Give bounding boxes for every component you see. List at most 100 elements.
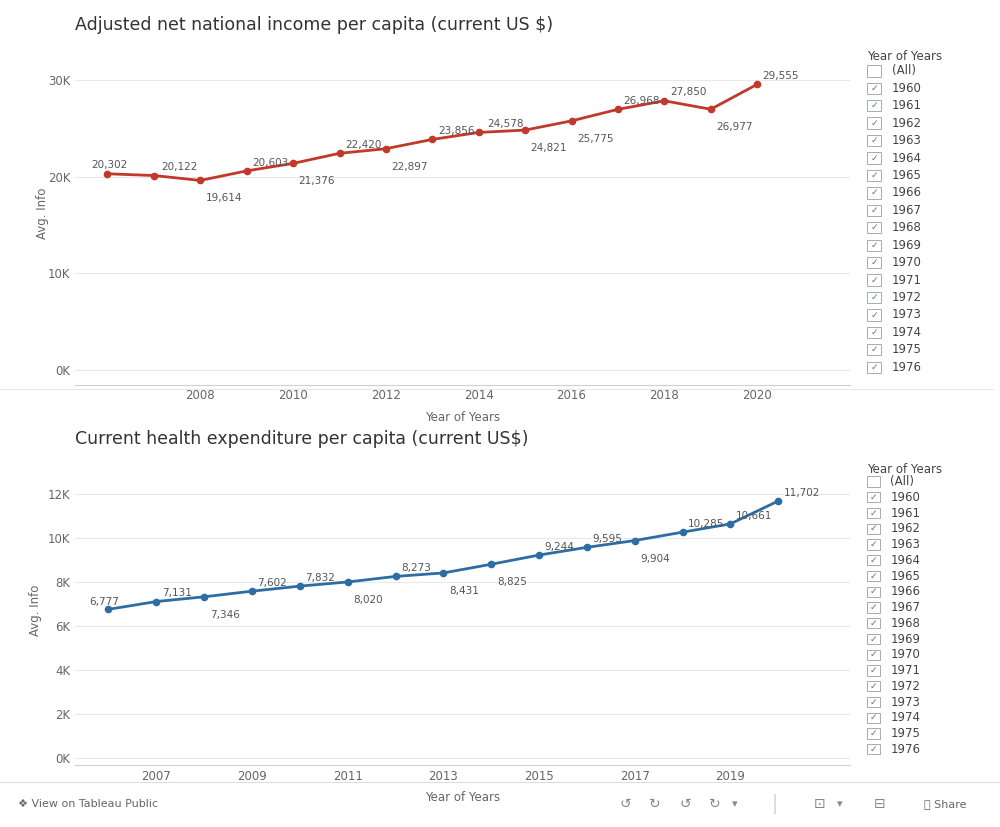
FancyBboxPatch shape: [867, 650, 880, 660]
Text: 1974: 1974: [890, 711, 920, 724]
Text: 24,578: 24,578: [487, 119, 524, 129]
Text: ✓: ✓: [870, 258, 878, 267]
Text: 1975: 1975: [890, 727, 920, 740]
FancyBboxPatch shape: [867, 618, 880, 629]
Text: ✓: ✓: [870, 650, 877, 659]
Text: 1973: 1973: [892, 308, 921, 322]
Text: 26,968: 26,968: [624, 96, 660, 106]
FancyBboxPatch shape: [867, 100, 881, 112]
FancyBboxPatch shape: [867, 152, 881, 164]
Text: ✓: ✓: [870, 346, 878, 354]
Text: 9,904: 9,904: [640, 553, 670, 563]
FancyBboxPatch shape: [867, 492, 880, 502]
Text: 22,420: 22,420: [345, 140, 381, 150]
FancyBboxPatch shape: [867, 135, 881, 146]
FancyBboxPatch shape: [867, 666, 880, 676]
Text: 23,856: 23,856: [438, 126, 474, 136]
Text: 8,825: 8,825: [497, 577, 527, 587]
FancyBboxPatch shape: [867, 344, 881, 356]
FancyBboxPatch shape: [867, 222, 881, 233]
Text: ▾: ▾: [732, 799, 738, 810]
Text: ✓: ✓: [870, 171, 878, 180]
Y-axis label: Avg. Info: Avg. Info: [36, 187, 49, 239]
Text: ⊟: ⊟: [874, 797, 886, 811]
Text: ✓: ✓: [870, 587, 877, 596]
FancyBboxPatch shape: [867, 240, 881, 251]
Text: 1975: 1975: [892, 343, 921, 356]
Text: 27,850: 27,850: [670, 88, 706, 98]
Text: 1976: 1976: [890, 743, 920, 756]
Text: 25,775: 25,775: [577, 134, 614, 144]
Text: 1962: 1962: [890, 523, 920, 535]
Text: 1966: 1966: [890, 586, 920, 598]
Text: 8,020: 8,020: [353, 595, 383, 605]
Text: 1965: 1965: [890, 570, 920, 582]
Text: ↺: ↺: [619, 797, 631, 811]
FancyBboxPatch shape: [867, 744, 880, 754]
Text: 10,285: 10,285: [688, 519, 724, 528]
FancyBboxPatch shape: [867, 327, 881, 338]
Text: 1968: 1968: [890, 617, 920, 630]
FancyBboxPatch shape: [867, 292, 881, 304]
Text: 26,977: 26,977: [716, 122, 753, 132]
Text: ✓: ✓: [870, 697, 877, 706]
Text: 1960: 1960: [890, 490, 920, 504]
Text: ✓: ✓: [870, 84, 878, 93]
Text: 1962: 1962: [892, 117, 922, 130]
Text: ✓: ✓: [870, 327, 878, 337]
Text: ✓: ✓: [870, 493, 877, 502]
Text: 29,555: 29,555: [763, 71, 799, 81]
Text: ✓: ✓: [870, 293, 878, 302]
FancyBboxPatch shape: [867, 539, 880, 550]
FancyBboxPatch shape: [867, 65, 881, 77]
Text: ↻: ↻: [649, 797, 661, 811]
FancyBboxPatch shape: [867, 275, 881, 285]
Text: ✓: ✓: [870, 556, 877, 565]
Text: ✓: ✓: [870, 101, 878, 110]
Text: (All): (All): [892, 65, 916, 78]
Text: ✓: ✓: [870, 310, 878, 319]
Text: 9,595: 9,595: [592, 534, 622, 544]
Text: 1976: 1976: [892, 361, 922, 374]
FancyBboxPatch shape: [867, 508, 880, 519]
Text: ✓: ✓: [870, 241, 878, 250]
Text: 20,302: 20,302: [91, 160, 127, 170]
Text: 7,131: 7,131: [162, 588, 192, 598]
Text: 1972: 1972: [890, 680, 920, 693]
FancyBboxPatch shape: [867, 586, 880, 597]
Text: ✓: ✓: [870, 524, 877, 533]
Text: 1971: 1971: [890, 664, 920, 677]
FancyBboxPatch shape: [867, 713, 880, 723]
FancyBboxPatch shape: [867, 309, 881, 321]
Text: Year of Years: Year of Years: [867, 50, 942, 63]
Text: 7,832: 7,832: [305, 573, 335, 583]
Text: ✓: ✓: [870, 206, 878, 215]
Text: 1969: 1969: [892, 239, 922, 251]
Text: 1966: 1966: [892, 186, 922, 199]
Text: 1970: 1970: [890, 648, 920, 662]
Text: ✓: ✓: [870, 509, 877, 518]
FancyBboxPatch shape: [867, 634, 880, 644]
Text: ✓: ✓: [870, 275, 878, 284]
FancyBboxPatch shape: [867, 187, 881, 198]
FancyBboxPatch shape: [867, 571, 880, 581]
Text: (All): (All): [890, 475, 914, 488]
FancyBboxPatch shape: [867, 555, 880, 566]
Text: 1961: 1961: [890, 506, 920, 519]
Text: 19,614: 19,614: [206, 194, 242, 203]
X-axis label: Year of Years: Year of Years: [425, 791, 500, 804]
Text: ⎋ Share: ⎋ Share: [924, 799, 966, 810]
Text: 8,431: 8,431: [449, 586, 479, 596]
FancyBboxPatch shape: [867, 204, 881, 216]
Text: │: │: [770, 794, 780, 815]
X-axis label: Year of Years: Year of Years: [425, 411, 500, 423]
Text: ✓: ✓: [870, 714, 877, 722]
FancyBboxPatch shape: [867, 361, 881, 373]
Text: 1971: 1971: [892, 274, 922, 287]
Text: 11,702: 11,702: [784, 488, 820, 498]
Text: ✓: ✓: [870, 136, 878, 145]
Text: 1963: 1963: [890, 538, 920, 551]
Text: ✓: ✓: [870, 681, 877, 691]
Text: 1972: 1972: [892, 291, 922, 304]
Text: ↺: ↺: [679, 797, 691, 811]
